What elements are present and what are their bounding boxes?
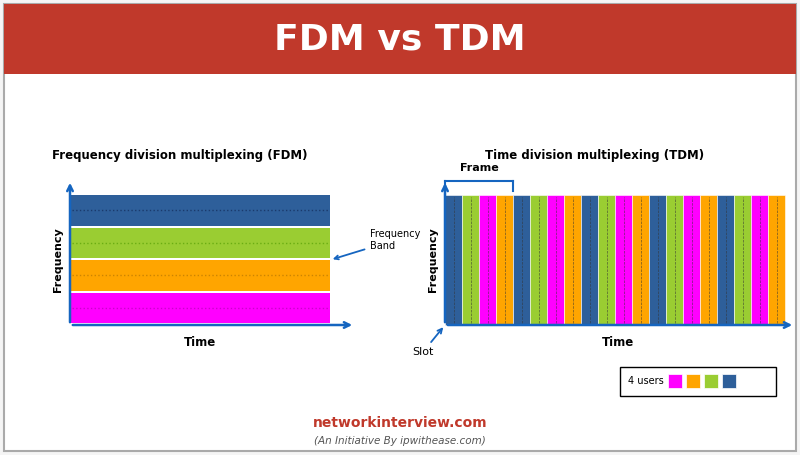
Bar	[666, 195, 683, 325]
Text: Slot: Slot	[412, 329, 442, 357]
Bar	[462, 195, 479, 325]
Bar	[70, 260, 330, 290]
Text: Frequency: Frequency	[428, 228, 438, 293]
Bar	[564, 195, 581, 325]
Bar	[70, 195, 330, 226]
Text: Frame: Frame	[460, 163, 498, 173]
Bar	[547, 195, 564, 325]
Bar	[683, 195, 700, 325]
Bar	[722, 374, 736, 388]
Bar	[70, 228, 330, 258]
FancyBboxPatch shape	[619, 366, 775, 395]
Text: 4 users: 4 users	[628, 376, 664, 386]
Bar	[445, 195, 462, 325]
Bar	[530, 195, 547, 325]
Bar	[4, 4, 796, 74]
Text: Frequency: Frequency	[53, 228, 63, 293]
Text: Frequency division multiplexing (FDM): Frequency division multiplexing (FDM)	[52, 148, 308, 162]
Bar	[686, 374, 700, 388]
Bar	[496, 195, 513, 325]
Text: Time: Time	[184, 337, 216, 349]
Bar	[704, 374, 718, 388]
Bar	[70, 293, 330, 323]
Bar	[513, 195, 530, 325]
Text: FDM vs TDM: FDM vs TDM	[274, 22, 526, 56]
Bar	[700, 195, 717, 325]
Text: (An Initiative By ipwithease.com): (An Initiative By ipwithease.com)	[314, 436, 486, 446]
Bar	[632, 195, 649, 325]
FancyBboxPatch shape	[4, 4, 796, 451]
Bar	[768, 195, 785, 325]
Bar	[615, 195, 632, 325]
Bar	[734, 195, 751, 325]
Bar	[598, 195, 615, 325]
Text: networkinterview.com: networkinterview.com	[313, 416, 487, 430]
Bar	[751, 195, 768, 325]
Bar	[581, 195, 598, 325]
Bar	[479, 195, 496, 325]
Text: Frequency
Band: Frequency Band	[334, 229, 420, 259]
Text: Time: Time	[602, 337, 634, 349]
Text: Time division multiplexing (TDM): Time division multiplexing (TDM)	[486, 148, 705, 162]
Bar	[668, 374, 682, 388]
Bar	[649, 195, 666, 325]
Bar	[717, 195, 734, 325]
